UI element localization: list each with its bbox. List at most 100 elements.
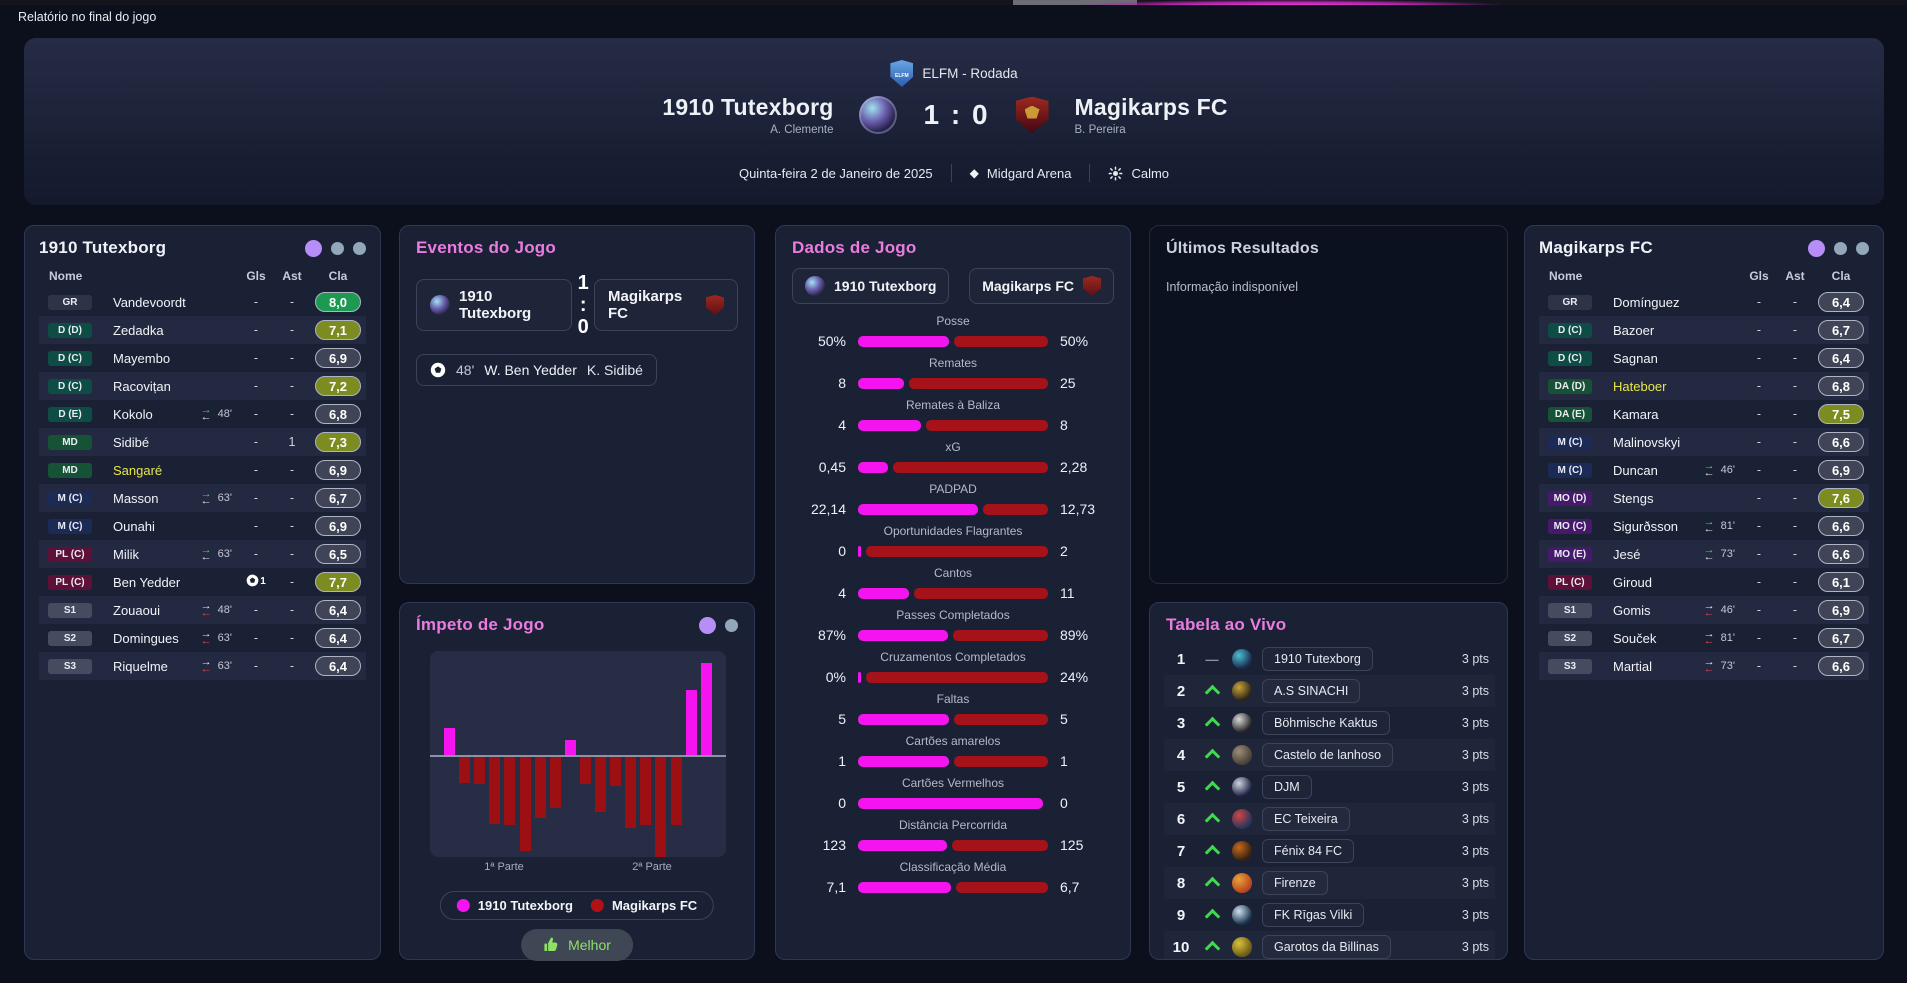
momentum-panel: Ímpeto de Jogo 1ª Parte 2ª Parte 1910 Tut…	[399, 602, 755, 961]
team-name-chip[interactable]: Böhmische Kaktus	[1262, 711, 1390, 735]
team-name-chip[interactable]: Garotos da Billinas	[1262, 935, 1391, 959]
position-cell: MD	[39, 462, 101, 478]
position-cell: D (C)	[39, 350, 101, 366]
position-badge: D (C)	[48, 350, 92, 366]
rating-pill: 6,5	[315, 544, 361, 564]
player-name: Hateboer	[1613, 378, 1667, 394]
events-home-chip[interactable]: 1910 Tutexborg	[416, 279, 573, 331]
legend-item: 1910 Tutexborg	[456, 898, 573, 913]
player-row[interactable]: MO (C) Sigurðsson → ← 81' - - 6,6	[1539, 512, 1869, 540]
stat-away-value: 125	[1060, 837, 1084, 853]
player-row[interactable]: M (C) Malinovskyi - - 6,6	[1539, 428, 1869, 456]
player-row[interactable]: S1 Zouaoui → ← 48' - - 6,4	[39, 596, 366, 624]
team-name-chip[interactable]: A.S SINACHI	[1262, 679, 1361, 703]
player-row[interactable]: MD Sidibé - 1 7,3	[39, 428, 366, 456]
player-row[interactable]: M (C) Masson → ← 63' - - 6,7	[39, 484, 366, 512]
player-row[interactable]: MD Sangaré - - 6,9	[39, 456, 366, 484]
goals-cell: -	[1756, 323, 1762, 337]
player-row[interactable]: M (C) Duncan → ← 46' - - 6,9	[1539, 456, 1869, 484]
team-points: 3 pts	[1461, 748, 1489, 762]
player-row[interactable]: S3 Riquelme → ← 63' - - 6,4	[39, 652, 366, 680]
player-name-cell: Riquelme → ← 63'	[101, 657, 238, 675]
panel-view-dot-active[interactable]	[305, 239, 322, 257]
table-row[interactable]: 4 Castelo de lanhoso 3 pts	[1164, 739, 1495, 771]
team-name-chip[interactable]: Firenze	[1262, 871, 1328, 895]
player-row[interactable]: D (C) Sagnan - - 6,4	[1539, 344, 1869, 372]
stats-away-chip[interactable]: Magikarps FC	[969, 268, 1114, 304]
position-cell: M (C)	[1539, 462, 1601, 478]
player-row[interactable]: PL (C) Ben Yedder 1 - 7,7	[39, 568, 366, 596]
team-name-chip[interactable]: Castelo de lanhoso	[1262, 743, 1394, 767]
table-row[interactable]: 5 DJM 3 pts	[1164, 771, 1495, 803]
assists-cell: -	[289, 491, 295, 505]
rating-cell: 6,8	[1813, 376, 1869, 396]
team-name-chip[interactable]: EC Teixeira	[1262, 807, 1350, 831]
player-row[interactable]: D (D) Zedadka - - 7,1	[39, 316, 366, 344]
team-name-chip[interactable]: 1910 Tutexborg	[1262, 647, 1373, 671]
goals-cell: -	[1756, 379, 1762, 393]
panel-view-dot[interactable]	[353, 241, 366, 255]
stat-home-value: 123	[822, 837, 846, 853]
table-row[interactable]: 7 Fénix 84 FC 3 pts	[1164, 835, 1495, 867]
substitution-minute: 73'	[1720, 660, 1735, 672]
stats-panel-title: Dados de Jogo	[792, 238, 917, 257]
home-club-badge-icon	[430, 295, 450, 315]
player-row[interactable]: D (C) Mayembo - - 6,9	[39, 344, 366, 372]
events-away-chip[interactable]: Magikarps FC	[594, 279, 738, 331]
rating-cell: 6,6	[1813, 544, 1869, 564]
table-row[interactable]: 2 A.S SINACHI 3 pts	[1164, 675, 1495, 707]
stat-bar-home	[858, 755, 950, 767]
panel-view-dot[interactable]	[1856, 241, 1869, 255]
sub-off-icon: → ←	[1703, 544, 1715, 563]
panel-view-dot-active[interactable]	[1808, 239, 1825, 257]
rating-pill: 6,8	[1818, 376, 1864, 396]
team-name-chip[interactable]: Fénix 84 FC	[1262, 839, 1355, 863]
stat-label: Cantos	[933, 566, 973, 580]
player-row[interactable]: MO (E) Jesé → ← 73' - - 6,6	[1539, 540, 1869, 568]
stat-label: Posse	[936, 314, 970, 328]
best-moment-button[interactable]: Melhor	[521, 929, 633, 961]
player-row[interactable]: PL (C) Milik → ← 63' - - 6,5	[39, 540, 366, 568]
player-row[interactable]: S2 Souček → ← 81' - - 6,7	[1539, 624, 1869, 652]
panel-view-dot-active[interactable]	[699, 616, 716, 634]
player-row[interactable]: GR Vandevoordt - - 8,0	[39, 288, 366, 316]
position-cell: GR	[39, 294, 101, 310]
team-badge-icon	[1232, 873, 1252, 893]
stats-home-chip[interactable]: 1910 Tutexborg	[792, 268, 950, 304]
stat-label: Remates	[928, 356, 978, 370]
player-row[interactable]: M (C) Ounahi - - 6,9	[39, 512, 366, 540]
home-team-name[interactable]: 1910 Tutexborg	[662, 94, 834, 120]
player-row[interactable]: GR Domínguez - - 6,4	[1539, 288, 1869, 316]
player-row[interactable]: PL (C) Giroud - - 6,1	[1539, 568, 1869, 596]
panel-view-dot[interactable]	[1834, 241, 1847, 255]
assists-cell: -	[289, 379, 295, 393]
table-row[interactable]: 8 Firenze 3 pts	[1164, 867, 1495, 899]
player-row[interactable]: S2 Domingues → ← 63' - - 6,4	[39, 624, 366, 652]
table-row[interactable]: 3 Böhmische Kaktus 3 pts	[1164, 707, 1495, 739]
table-row[interactable]: 6 EC Teixeira 3 pts	[1164, 803, 1495, 835]
away-team-name[interactable]: Magikarps FC	[1074, 94, 1228, 120]
panel-view-dot[interactable]	[725, 618, 738, 632]
player-name: Domínguez	[1613, 294, 1680, 310]
team-badge-icon	[1232, 681, 1252, 701]
team-points: 3 pts	[1461, 716, 1489, 730]
team-name-chip[interactable]: FK Rīgas Vilki	[1262, 903, 1365, 927]
team-name-chip[interactable]: DJM	[1262, 775, 1312, 799]
player-row[interactable]: S1 Gomis → ← 46' - - 6,9	[1539, 596, 1869, 624]
player-name-cell: Zedadka	[101, 323, 238, 338]
table-row[interactable]: 1 — 1910 Tutexborg 3 pts	[1164, 643, 1495, 675]
panel-view-dot[interactable]	[331, 241, 344, 255]
player-row[interactable]: D (E) Kokolo → ← 48' - - 6,8	[39, 400, 366, 428]
table-row[interactable]: 9 FK Rīgas Vilki 3 pts	[1164, 899, 1495, 931]
player-row[interactable]: S3 Martial → ← 73' - - 6,6	[1539, 652, 1869, 680]
player-row[interactable]: DA (E) Kamara - - 7,5	[1539, 400, 1869, 428]
player-row[interactable]: DA (D) Hateboer - - 6,8	[1539, 372, 1869, 400]
player-row[interactable]: D (C) Bazoer - - 6,7	[1539, 316, 1869, 344]
stat-bar	[858, 545, 1048, 557]
player-row[interactable]: MO (D) Stengs - - 7,6	[1539, 484, 1869, 512]
table-row[interactable]: 10 Garotos da Billinas 3 pts	[1164, 931, 1495, 959]
player-name-cell: Gomis → ← 46'	[1601, 600, 1741, 619]
player-row[interactable]: D (C) Racovițan - - 7,2	[39, 372, 366, 400]
goal-event-row[interactable]: 48' W. Ben Yedder K. Sidibé	[416, 354, 657, 386]
sub-on-icon: → ←	[1703, 600, 1715, 619]
